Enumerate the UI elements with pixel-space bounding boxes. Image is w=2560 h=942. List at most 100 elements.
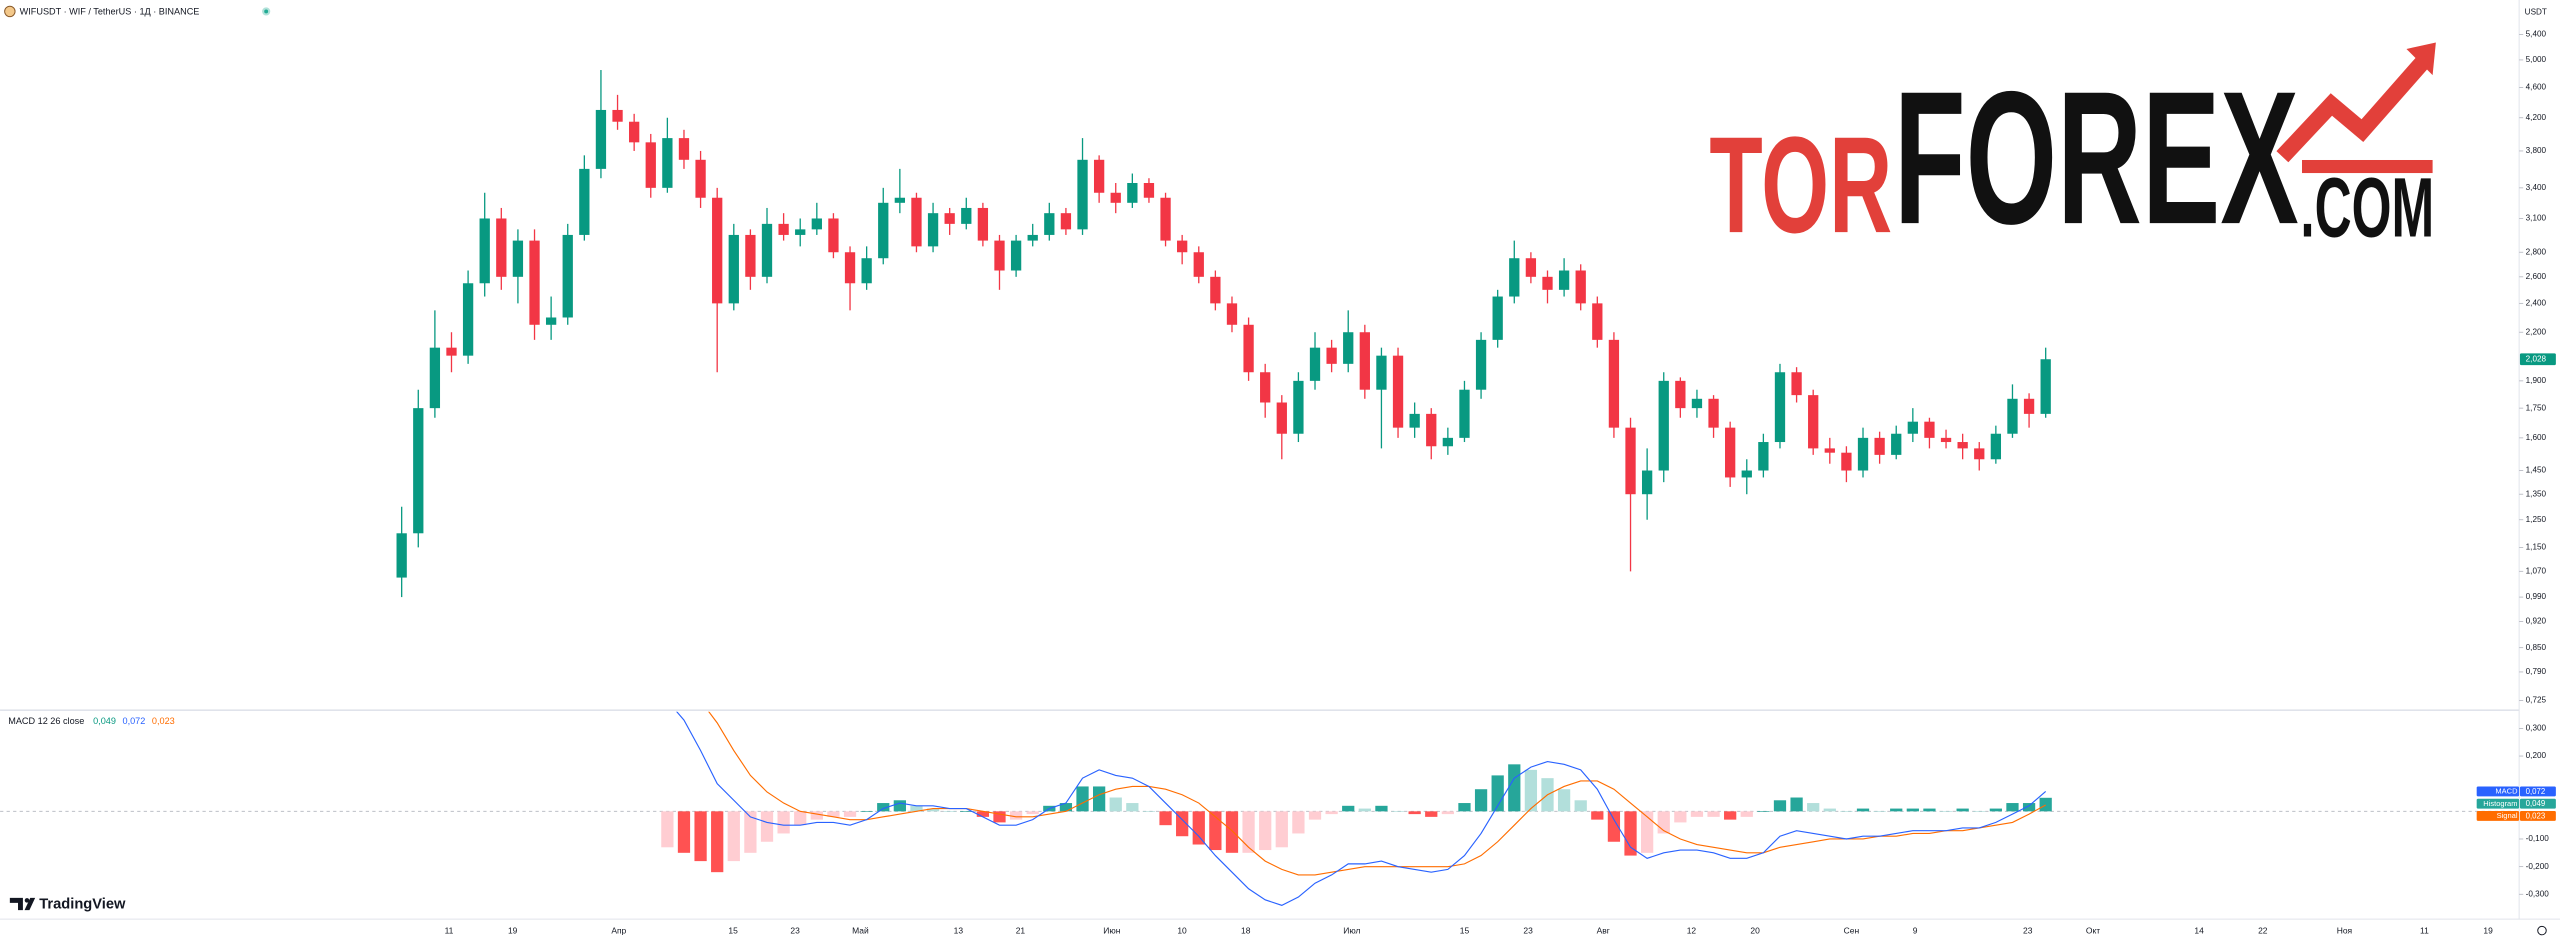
macd-y-tick-label: -0,300 bbox=[2526, 889, 2550, 898]
logo-part: TOR bbox=[1709, 109, 1892, 262]
signal-line bbox=[708, 711, 2046, 876]
x-tick-label: Июл bbox=[1343, 926, 1360, 936]
badge-name: MACD bbox=[2495, 787, 2518, 796]
candle-body bbox=[1093, 159, 1105, 193]
histogram-bar bbox=[993, 811, 1006, 823]
y-tick-label: 4,600 bbox=[2526, 83, 2547, 92]
histogram-bar bbox=[1939, 811, 1953, 812]
histogram-bar bbox=[1906, 808, 1919, 812]
histogram-bar bbox=[1292, 811, 1305, 834]
y-tick-label: 5,000 bbox=[2526, 55, 2547, 64]
macd-line bbox=[676, 711, 2047, 906]
symbol-title[interactable]: WIFUSDT · WIF / TetherUS · 1Д · BINANCE bbox=[20, 7, 200, 17]
y-tick-label: 1,450 bbox=[2526, 466, 2547, 475]
y-tick-label: 2,800 bbox=[2526, 247, 2547, 256]
y-tick-label: 1,250 bbox=[2526, 515, 2547, 524]
x-tick-label: 13 bbox=[954, 926, 964, 936]
histogram-bar bbox=[960, 811, 973, 812]
candle-body bbox=[1725, 427, 1736, 478]
histogram-bar bbox=[1856, 808, 1870, 812]
candle-body bbox=[795, 229, 806, 235]
candle-body bbox=[429, 347, 441, 409]
macd-legend[interactable]: MACD 12 26 close bbox=[8, 716, 84, 726]
histogram-bar bbox=[1524, 769, 1538, 812]
candle-body bbox=[1475, 339, 1487, 390]
candle-body bbox=[1492, 296, 1503, 340]
histogram-bar bbox=[1342, 805, 1355, 812]
tradingview-watermark[interactable]: TradingView bbox=[9, 896, 126, 912]
candle-body bbox=[828, 218, 839, 253]
price-pane bbox=[396, 70, 2051, 598]
histogram-bar bbox=[744, 811, 757, 853]
histogram-bar bbox=[1408, 811, 1421, 815]
histogram-bar bbox=[661, 811, 674, 848]
histogram-bar bbox=[1790, 797, 1803, 812]
candle-body bbox=[844, 252, 856, 284]
candle-body bbox=[1426, 413, 1437, 447]
y-tick-label: 0,920 bbox=[2526, 617, 2547, 626]
histogram-bar bbox=[1674, 811, 1687, 823]
candle-body bbox=[479, 218, 490, 284]
badge-value-box bbox=[2519, 811, 2556, 821]
candle-body bbox=[961, 207, 972, 224]
badge-value-box bbox=[2519, 798, 2556, 809]
candle-body bbox=[1841, 452, 1852, 471]
y-tick-label: 0,850 bbox=[2526, 643, 2547, 652]
y-tick-label: 0,990 bbox=[2526, 592, 2547, 601]
x-tick-label: Сен bbox=[1844, 926, 1860, 936]
candle-body bbox=[1127, 182, 1138, 203]
candle-body bbox=[2023, 398, 2035, 414]
histogram-bar bbox=[1690, 811, 1704, 817]
candle-body bbox=[579, 168, 590, 235]
badge-value: 0,023 bbox=[2526, 811, 2546, 820]
histogram-bar bbox=[760, 811, 774, 842]
badge-name: Signal bbox=[2497, 811, 2518, 820]
candle-body bbox=[2007, 398, 2018, 434]
symbol-icon[interactable] bbox=[4, 5, 16, 18]
logo-part: .COM bbox=[2300, 159, 2434, 254]
candle-body bbox=[1691, 398, 1703, 409]
histogram-bar bbox=[1059, 803, 1073, 812]
x-tick-label: 9 bbox=[1913, 926, 1918, 936]
badge-value: 0,072 bbox=[2526, 787, 2546, 796]
histogram-bar bbox=[877, 803, 890, 812]
candle-body bbox=[1110, 192, 1121, 203]
badge-name-box bbox=[2476, 786, 2520, 797]
candle-body bbox=[1542, 276, 1553, 290]
histogram-bar bbox=[794, 811, 807, 826]
histogram-bar bbox=[2039, 797, 2052, 812]
y-tick-label: 1,350 bbox=[2526, 489, 2547, 498]
candle-body bbox=[1160, 197, 1171, 241]
x-tick-label: 12 bbox=[1687, 926, 1697, 936]
candle-body bbox=[1359, 332, 1370, 390]
candle-body bbox=[1558, 270, 1570, 290]
candle-body bbox=[1675, 380, 1686, 409]
histogram-bar bbox=[1009, 811, 1023, 820]
histogram-bar bbox=[777, 811, 790, 834]
candle-body bbox=[1459, 389, 1470, 438]
candle-body bbox=[1226, 303, 1238, 325]
macd-y-tick-label: -0,100 bbox=[2526, 834, 2550, 843]
y-tick-label: 2,400 bbox=[2526, 299, 2547, 308]
candle-body bbox=[1309, 347, 1321, 381]
candle-body bbox=[1891, 433, 1902, 455]
x-tick-label: Апр bbox=[611, 926, 626, 936]
histogram-bar bbox=[711, 811, 724, 873]
histogram-bar bbox=[1176, 811, 1189, 837]
candle-body bbox=[1193, 252, 1204, 277]
histogram-bar bbox=[1458, 803, 1471, 812]
candle-body bbox=[1974, 448, 1985, 460]
x-tick-label: 11 bbox=[2420, 926, 2429, 936]
currency-label[interactable]: USDT bbox=[2525, 7, 2547, 16]
macd-legend-macd: 0,072 bbox=[122, 716, 145, 726]
macd-legend-signal: 0,023 bbox=[152, 716, 175, 726]
candle-body bbox=[1060, 213, 1072, 230]
histogram-bar bbox=[1557, 789, 1571, 812]
candle-body bbox=[545, 317, 557, 325]
candle-body bbox=[1824, 448, 1835, 453]
candle-body bbox=[1143, 182, 1155, 198]
histogram-bar bbox=[677, 811, 691, 853]
candle-body bbox=[1260, 372, 1271, 403]
histogram-bar bbox=[1093, 786, 1106, 812]
